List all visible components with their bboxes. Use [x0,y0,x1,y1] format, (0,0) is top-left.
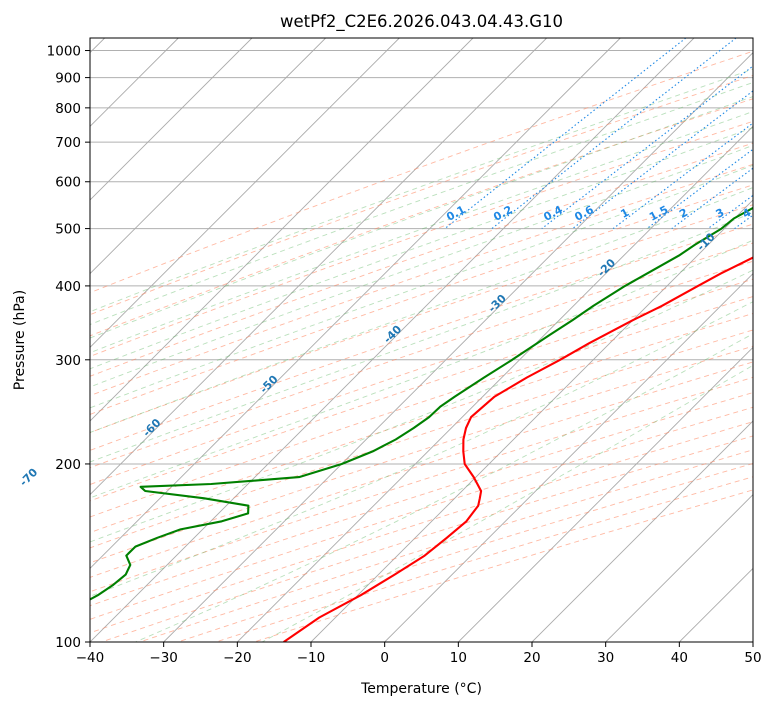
y-tick-label: 300 [55,353,81,369]
mixing-ratio-line [572,90,753,230]
y-tick-label: 900 [55,71,81,87]
temperature-line [283,256,753,642]
y-axis-label: Pressure (hPa) [12,290,28,390]
y-tick-label: 100 [55,635,81,651]
x-tick-label: −40 [76,650,105,666]
dry-adiabat-line [90,242,753,469]
background-lines [90,38,753,642]
isotherm-line [237,125,753,642]
isotherm-line [90,38,326,275]
dry-adiabat-line [90,74,753,316]
y-tick-label: 700 [55,135,81,151]
isotherm-line [384,273,753,642]
chart-title: wetPf2_C2E6.2026.043.04.43.G10 [280,12,563,32]
y-tick-label: 500 [55,222,81,238]
isotherm-line [90,38,400,348]
x-tick-label: −10 [297,650,326,666]
dry-adiabat-line [90,50,753,294]
x-tick-label: −30 [149,650,178,666]
x-tick-label: 0 [380,650,389,666]
y-tick-label: 400 [55,279,81,295]
isotherm-line [90,38,474,422]
mixing-ratio-line [671,167,753,230]
dry-adiabat-line [90,98,753,337]
moist-adiabat-line [90,239,753,499]
isotherm-line [90,38,695,642]
isotherm-line [531,420,753,642]
x-tick-label: 20 [523,650,540,666]
dry-adiabat-line [90,296,753,518]
isotherm-line [90,38,253,201]
x-tick-label: 10 [450,650,467,666]
moist-adiabat-line [90,211,753,463]
isotherm-line [605,494,753,642]
moist-adiabat-line [90,144,753,388]
moist-adiabat-line [90,301,753,597]
dry-adiabat-line [90,392,753,607]
dry-adiabat-line [90,184,753,415]
x-tick-label: 40 [671,650,688,666]
isotherm-line [458,346,753,642]
dry-adiabat-line [90,345,753,564]
y-tick-label: 600 [55,175,81,191]
isotherm-line [90,38,547,496]
sounding-series [90,206,753,642]
dry-adiabat-line [90,163,753,397]
dry-adiabat-line [90,376,753,593]
dry-adiabat-line [90,329,753,549]
plot-frame [89,37,754,643]
x-tick-label: −20 [223,650,252,666]
y-tick-label: 800 [55,101,81,117]
y-tick-label: 1000 [47,44,81,60]
x-axis-label: Temperature (°C) [360,681,482,697]
moist-adiabat-line [90,164,753,409]
moist-adiabat-line [261,364,753,642]
dry-adiabat-line [90,204,753,434]
isotherm-line [163,52,753,642]
y-axis: 100 200 300 400 500 600 700 800 900 1000 [47,44,90,651]
dewpoint-line [90,206,753,601]
isotherm-line [90,38,621,569]
x-tick-label: 50 [744,650,761,666]
moist-adiabat-line [135,333,753,642]
mixing-ratio-line [541,65,753,230]
y-tick-label: 200 [55,457,81,473]
moist-adiabat-line [90,127,753,370]
x-axis: −40 −30 −20 −10 0 10 20 30 40 50 [76,642,762,666]
x-tick-label: 30 [597,650,614,666]
